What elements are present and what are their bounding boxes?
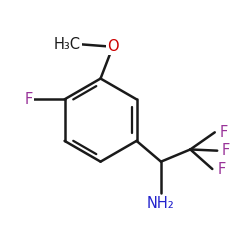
Text: F: F <box>24 92 33 107</box>
Text: F: F <box>217 162 226 176</box>
Text: F: F <box>220 125 228 140</box>
Text: NH₂: NH₂ <box>147 196 175 211</box>
Text: F: F <box>222 143 230 158</box>
Text: O: O <box>107 39 118 54</box>
Text: H₃C: H₃C <box>54 37 81 52</box>
